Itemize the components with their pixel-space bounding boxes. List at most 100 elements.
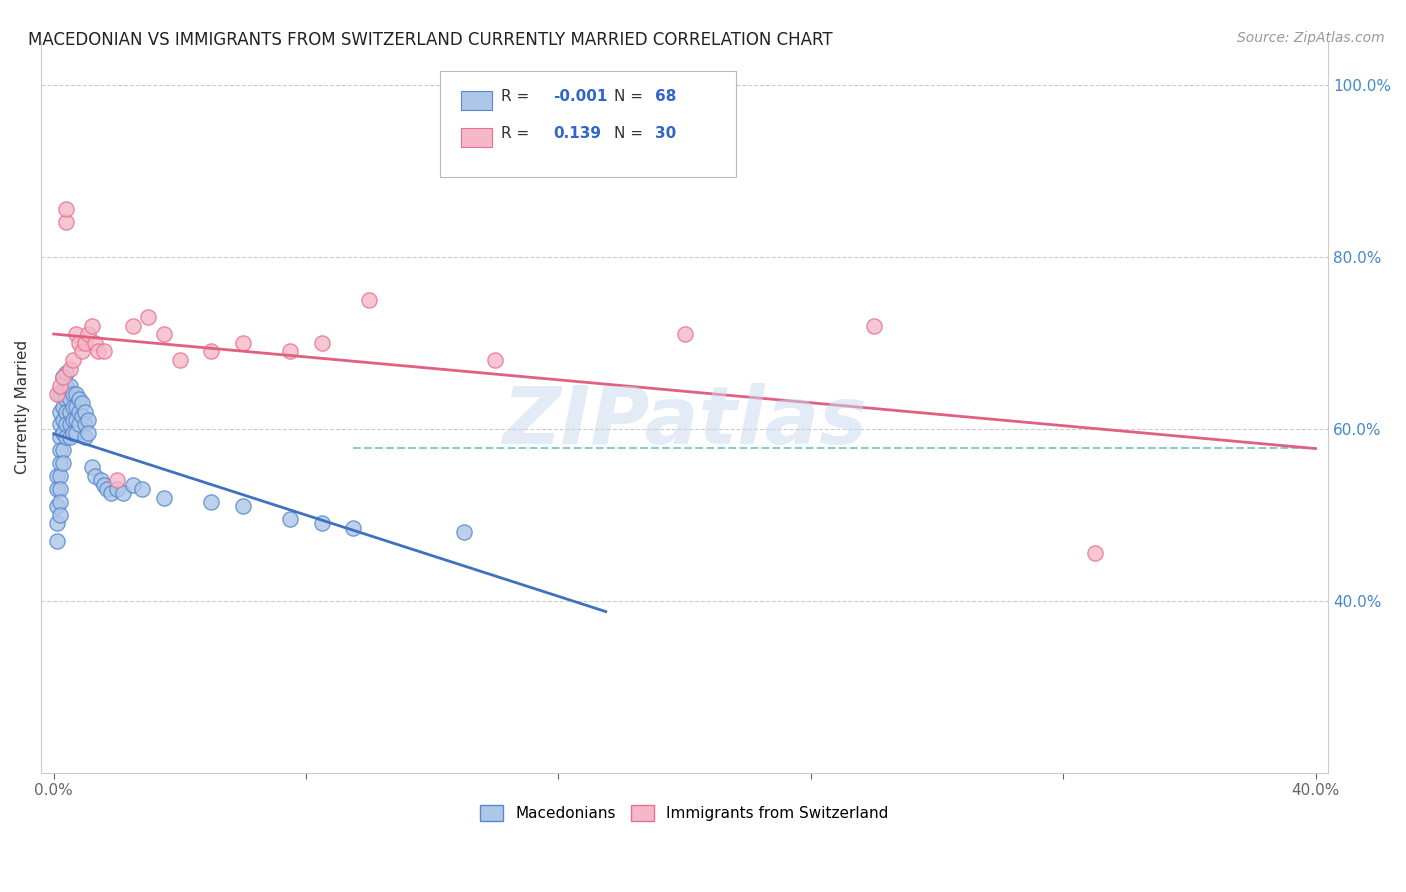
Point (45, 499, 67, 513)
Point (49, 443, 72, 458)
Point (45, 482, 67, 496)
Point (232, 499, 254, 513)
Point (112, 486, 135, 500)
Point (67, 392, 90, 406)
Point (673, 327, 696, 342)
Point (49, 378, 72, 392)
Point (83, 335, 105, 350)
Point (58, 392, 80, 406)
FancyBboxPatch shape (461, 91, 492, 111)
Point (49, 456, 72, 470)
Point (52, 425, 75, 440)
Point (70, 396, 93, 410)
Point (121, 477, 143, 491)
Point (49, 404, 72, 418)
Point (55, 430, 77, 444)
Point (77, 327, 100, 342)
Point (153, 327, 176, 342)
Point (49, 482, 72, 496)
Point (62, 387, 84, 401)
Point (70, 344, 93, 359)
Point (45, 533, 67, 548)
Point (55, 202, 77, 217)
Point (100, 486, 122, 500)
Point (52, 401, 75, 415)
Text: Source: ZipAtlas.com: Source: ZipAtlas.com (1237, 31, 1385, 45)
Text: 30: 30 (655, 126, 676, 141)
Point (45, 516, 67, 531)
Point (121, 318, 143, 333)
Point (278, 512, 301, 526)
Point (62, 353, 84, 368)
Point (75, 404, 97, 418)
Point (45, 387, 67, 401)
FancyBboxPatch shape (461, 128, 492, 147)
Point (75, 417, 97, 432)
Point (52, 370, 75, 384)
Point (52, 413, 75, 427)
Point (55, 366, 77, 380)
Point (453, 524, 475, 539)
Text: ZIPatlas: ZIPatlas (502, 383, 868, 461)
Point (65, 387, 87, 401)
Point (58, 430, 80, 444)
Point (58, 361, 80, 376)
Point (278, 344, 301, 359)
Y-axis label: Currently Married: Currently Married (15, 340, 30, 475)
Point (62, 413, 84, 427)
Point (67, 404, 90, 418)
Point (55, 392, 77, 406)
Point (863, 318, 886, 333)
Point (55, 215, 77, 229)
Point (58, 404, 80, 418)
FancyBboxPatch shape (440, 71, 737, 177)
Point (484, 353, 506, 368)
Text: R =: R = (501, 126, 529, 141)
Point (138, 310, 160, 324)
Point (83, 469, 105, 483)
Point (65, 425, 87, 440)
Point (232, 335, 254, 350)
Point (105, 482, 128, 496)
Text: R =: R = (501, 89, 529, 104)
Point (105, 474, 128, 488)
Point (52, 443, 75, 458)
Text: MACEDONIAN VS IMMIGRANTS FROM SWITZERLAND CURRENTLY MARRIED CORRELATION CHART: MACEDONIAN VS IMMIGRANTS FROM SWITZERLAN… (28, 31, 832, 49)
Point (49, 387, 72, 401)
Point (87, 344, 110, 359)
Point (93, 344, 115, 359)
Point (342, 521, 364, 535)
Point (62, 401, 84, 415)
Point (45, 469, 67, 483)
Point (131, 482, 153, 496)
Point (67, 335, 90, 350)
Point (75, 430, 97, 444)
Point (169, 353, 191, 368)
Point (62, 425, 84, 440)
Point (52, 370, 75, 384)
Point (77, 425, 100, 440)
Point (80, 460, 103, 475)
Point (311, 516, 333, 531)
Point (359, 293, 381, 307)
Point (200, 495, 222, 509)
Point (58, 417, 80, 432)
Text: N =: N = (614, 126, 643, 141)
Point (90, 474, 112, 488)
Point (55, 378, 77, 392)
Text: 0.139: 0.139 (554, 126, 602, 141)
Point (49, 469, 72, 483)
Point (77, 413, 100, 427)
Point (93, 477, 115, 491)
Point (55, 417, 77, 432)
Point (311, 335, 333, 350)
Point (49, 495, 72, 509)
Point (65, 401, 87, 415)
Point (55, 404, 77, 418)
Point (49, 417, 72, 432)
Point (49, 508, 72, 522)
Point (65, 327, 87, 342)
Point (153, 491, 176, 505)
Point (49, 430, 72, 444)
Point (75, 335, 97, 350)
